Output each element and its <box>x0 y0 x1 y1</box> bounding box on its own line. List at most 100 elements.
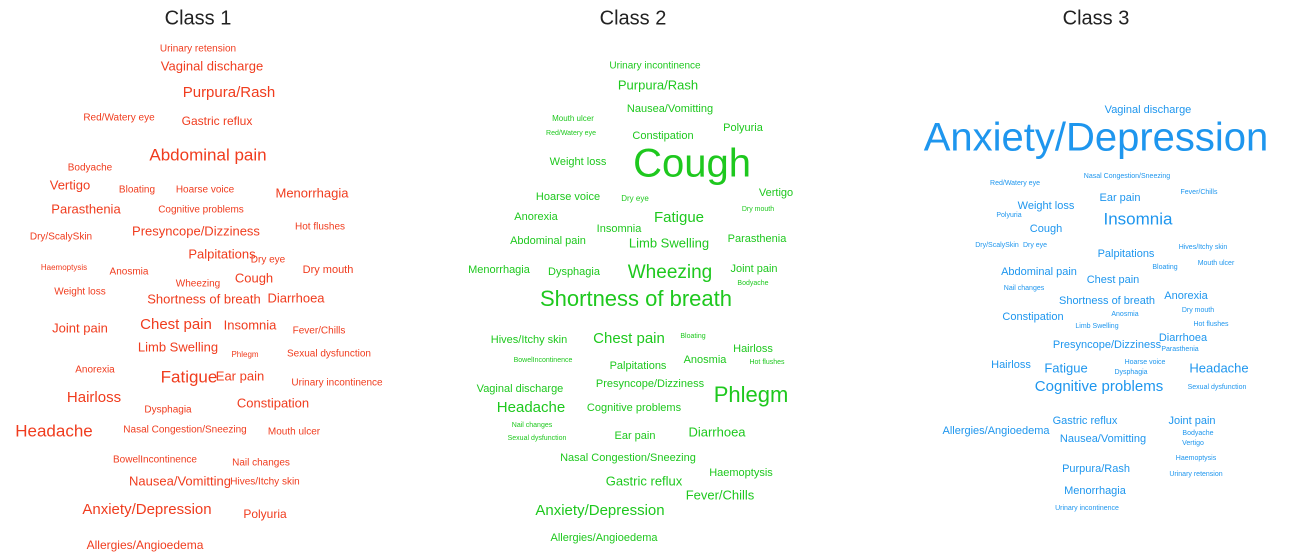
word: Hoarse voice <box>1125 359 1166 366</box>
word: Cough <box>633 142 751 186</box>
word: Haemoptysis <box>709 467 773 479</box>
word: Bodyache <box>68 163 113 174</box>
word: Anorexia <box>1164 290 1208 302</box>
word: Parasthenia <box>1161 346 1198 353</box>
word: Urinary incontinence <box>1055 505 1119 512</box>
word: Anosmia <box>110 267 149 278</box>
word: Abdominal pain <box>149 145 266 164</box>
word: Ear pain <box>615 430 656 442</box>
word: Palpitations <box>188 246 256 261</box>
word: Chest pain <box>593 330 665 347</box>
word: Insomnia <box>1104 209 1174 228</box>
word: Cognitive problems <box>587 402 682 414</box>
word: Abdominal pain <box>510 235 586 247</box>
word: Dysphagia <box>548 266 601 278</box>
word: Dry eye <box>1023 242 1047 249</box>
word: Allergies/Angioedema <box>550 532 658 544</box>
word: Nausea/Vomitting <box>1060 433 1146 445</box>
word: Menorrhagia <box>276 185 350 200</box>
word: Bloating <box>1152 264 1177 271</box>
word: Phlegm <box>231 350 258 359</box>
word: Fatigue <box>654 209 704 226</box>
word: Nail changes <box>512 422 553 429</box>
word: Abdominal pain <box>1001 266 1077 278</box>
word: Dry mouth <box>1182 307 1214 314</box>
word: Headache <box>497 399 565 416</box>
word: Joint pain <box>52 320 108 335</box>
word: Fever/Chills <box>1181 189 1218 196</box>
word: Bodyache <box>737 280 768 287</box>
word: Anosmia <box>1111 311 1138 318</box>
word: Constipation <box>632 130 693 142</box>
word: Gastric reflux <box>182 114 253 128</box>
word: Parasthenia <box>728 233 788 245</box>
word: Allergies/Angioedema <box>87 538 204 552</box>
word: Vertigo <box>759 187 793 199</box>
word: Gastric reflux <box>1053 415 1118 427</box>
word: Dry/ScalySkin <box>30 232 92 243</box>
word: BowelIncontinence <box>514 357 573 364</box>
word: Nasal Congestion/Sneezing <box>1084 173 1170 180</box>
word: Gastric reflux <box>606 473 683 488</box>
word: Dysphagia <box>1114 369 1147 376</box>
word: Shortness of breath <box>1059 295 1155 307</box>
word: Sexual dysfunction <box>508 435 567 442</box>
word: Fever/Chills <box>293 326 346 337</box>
word: Joint pain <box>730 263 777 275</box>
word: Palpitations <box>610 360 667 372</box>
word: Wheezing <box>628 262 713 283</box>
word: Anorexia <box>75 365 115 376</box>
word: Constipation <box>1002 311 1063 323</box>
word: Constipation <box>237 395 309 410</box>
word: Vertigo <box>50 177 90 192</box>
word: Urinary retension <box>1169 471 1222 478</box>
word: Cognitive problems <box>1035 378 1163 395</box>
word: Menorrhagia <box>1064 485 1127 497</box>
word: Hot flushes <box>1193 321 1229 328</box>
word: Ear pain <box>216 368 264 383</box>
word: Vertigo <box>1182 440 1204 447</box>
word: Fatigue <box>1044 360 1087 375</box>
word: Hoarse voice <box>536 191 600 203</box>
word: Vaginal discharge <box>477 383 564 395</box>
word: Urinary retension <box>160 44 236 55</box>
word: Phlegm <box>714 382 789 407</box>
word: Diarrhoea <box>1159 332 1208 344</box>
word: Polyuria <box>996 212 1021 219</box>
word: Hot flushes <box>749 359 785 366</box>
word: Menorrhagia <box>468 264 531 276</box>
word: Shortness of breath <box>540 286 732 311</box>
word: Presyncope/Dizziness <box>132 223 260 238</box>
word: Hairloss <box>67 389 121 406</box>
word: Sexual dysfunction <box>287 349 371 360</box>
word: Fever/Chills <box>686 487 755 502</box>
word: Red/Watery eye <box>83 113 155 124</box>
word: Cognitive problems <box>158 205 244 216</box>
word: Shortness of breath <box>147 291 260 306</box>
word: Chest pain <box>140 316 212 333</box>
word: Hives/Itchy skin <box>1179 244 1228 251</box>
word: Limb Swelling <box>138 339 218 354</box>
word: Bloating <box>680 333 705 340</box>
word: Haemoptysis <box>41 263 87 272</box>
panel-title: Class 3 <box>1063 7 1130 29</box>
word: Limb Swelling <box>1075 323 1118 330</box>
word: Weight loss <box>54 287 106 298</box>
word: Hairloss <box>733 343 773 355</box>
word: Urinary incontinence <box>291 378 383 389</box>
word: Red/Watery eye <box>990 180 1040 187</box>
word: Palpitations <box>1098 248 1155 260</box>
word: Anxiety/Depression <box>82 501 211 518</box>
word: Nail changes <box>1004 285 1045 292</box>
panel-title: Class 1 <box>165 7 232 29</box>
word: Cough <box>1030 223 1062 235</box>
word: Anxiety/Depression <box>535 502 664 519</box>
word: Sexual dysfunction <box>1188 384 1247 391</box>
word: Weight loss <box>550 156 607 168</box>
word: Dry eye <box>251 255 286 266</box>
word: Dysphagia <box>144 405 192 416</box>
word: BowelIncontinence <box>113 455 197 466</box>
word: Ear pain <box>1100 192 1141 204</box>
word: Mouth ulcer <box>552 114 594 123</box>
word: Red/Watery eye <box>546 130 596 137</box>
